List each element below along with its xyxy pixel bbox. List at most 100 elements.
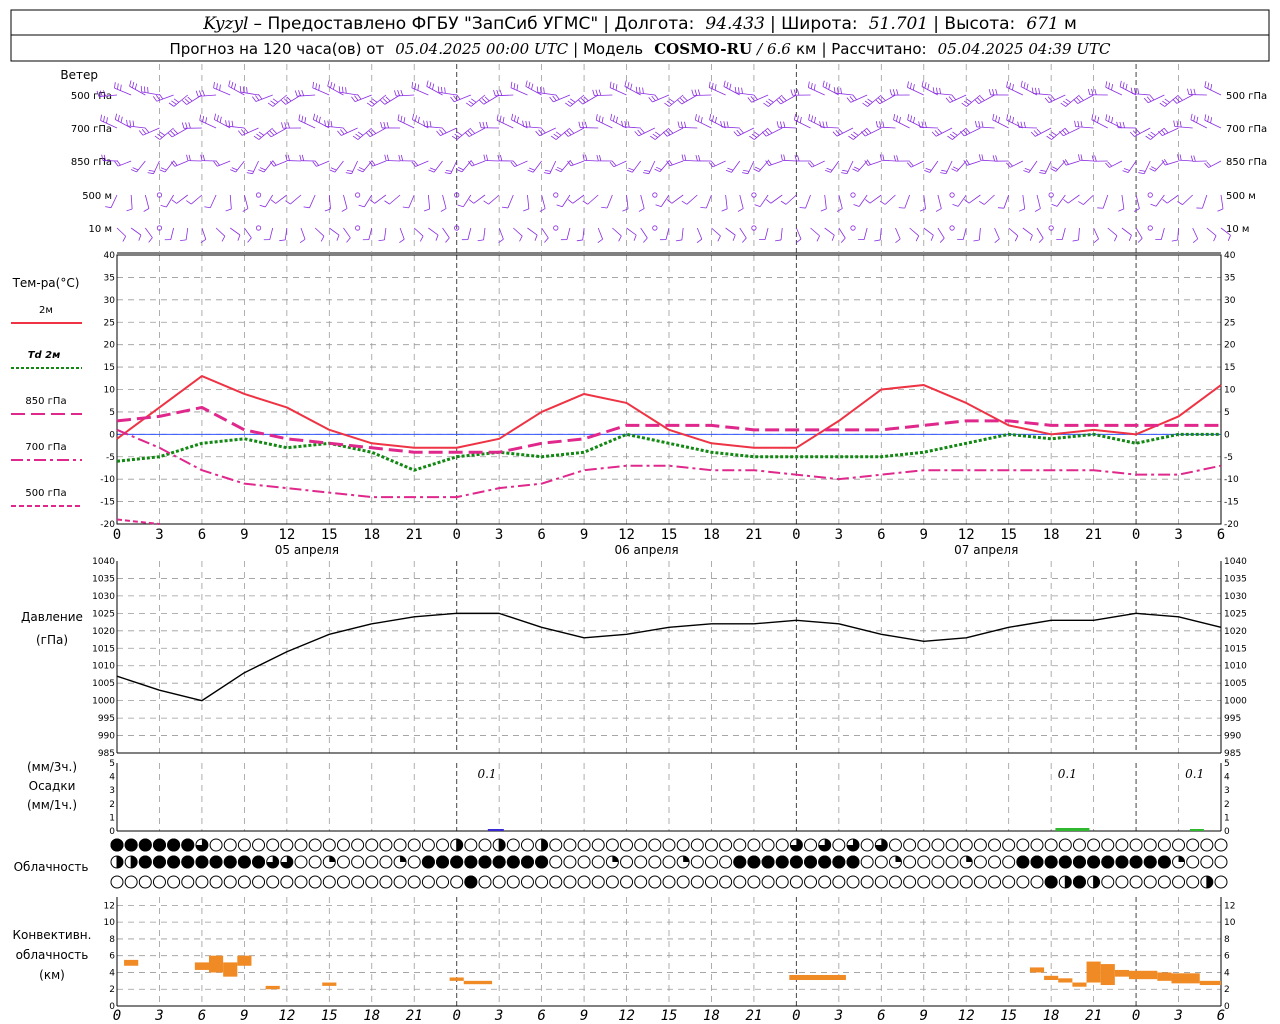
x-hour-label-bottom: 15 <box>1000 1008 1017 1024</box>
x-hour-label-bottom: 12 <box>958 1008 975 1024</box>
wind-barb <box>553 94 571 103</box>
wind-barb <box>582 94 599 105</box>
wind-barb-flag <box>173 160 178 166</box>
wind-barb <box>957 194 967 207</box>
wind-barb-flag <box>513 83 516 90</box>
wind-barb-flag <box>598 115 601 122</box>
precip-panel: 5 5 4 4 3 3 2 2 1 1 0 0 0.1 0.1 0.1 <box>109 759 1230 837</box>
wind-barb-flag <box>242 86 245 93</box>
wind-barb-flag <box>237 234 241 241</box>
cloud-symbol <box>322 875 336 889</box>
cloud-symbol <box>464 838 478 852</box>
y-tick-left: -15 <box>100 498 115 508</box>
wind-barb <box>397 119 415 129</box>
wind-barb-flag <box>779 121 783 128</box>
wind-barb-flag <box>566 130 572 136</box>
wind-barb-flag <box>822 121 825 128</box>
wind-barb-flag <box>1176 120 1179 127</box>
wind-barb-flag <box>797 155 800 162</box>
wind-barb-flag <box>243 127 249 133</box>
wind-barb <box>1036 227 1044 239</box>
x-hour-label-bottom: 15 <box>661 1008 678 1024</box>
cloud-symbol <box>931 838 945 852</box>
cloud-symbol <box>1115 875 1129 889</box>
wind-barb-flag <box>850 133 857 138</box>
wind-barb-flag <box>186 154 189 161</box>
wind-barb-flag <box>910 115 913 122</box>
wind-barb-flag <box>1048 133 1055 138</box>
wind-barb <box>1083 194 1094 205</box>
wind-barb-flag <box>648 97 653 103</box>
wind-barb-flag <box>436 130 441 136</box>
wind-barb-flag <box>499 89 503 96</box>
cloud-symbol-fill <box>138 855 152 869</box>
cloud-symbol <box>407 838 421 852</box>
wind-barb-flag <box>1122 170 1129 173</box>
wind-barb <box>606 194 613 209</box>
wind-barb-flag <box>807 162 813 168</box>
wind-barb-flag <box>281 100 286 105</box>
wind-barb-flag <box>544 169 551 172</box>
cloud-symbol <box>988 855 1002 869</box>
wind-barb <box>215 227 226 237</box>
wind-barb-flag <box>638 208 645 212</box>
wind-barb-flag <box>654 94 659 100</box>
x-hour-label: 12 <box>278 527 295 543</box>
wind-barb-flag <box>397 90 400 96</box>
wind-barb-flag <box>1210 83 1213 91</box>
wind-barb-flag <box>141 128 147 135</box>
cloud-symbol <box>365 855 379 869</box>
wind-barb-flag <box>338 86 341 93</box>
y-tick-left: 12 <box>104 901 115 911</box>
cloud-symbol <box>945 875 959 889</box>
cloud-symbol <box>959 875 973 889</box>
wind-barb-flag <box>842 169 849 172</box>
wind-barb <box>893 119 910 129</box>
wind-barb-flag <box>314 160 320 166</box>
wind-barb <box>153 160 160 174</box>
wind-barb-flag <box>813 116 816 123</box>
wind-barb <box>389 194 401 205</box>
wind-barb-flag <box>132 167 139 171</box>
wind-calm-mark <box>255 225 262 231</box>
wind-barb-flag <box>419 235 424 242</box>
wind-barb-flag <box>1161 159 1166 166</box>
wind-barb <box>624 86 641 96</box>
wind-barb-flag <box>312 161 317 167</box>
wind-barb-flag <box>1079 95 1084 101</box>
y-tick-right: 1005 <box>1224 679 1247 689</box>
wind-barb-flag <box>230 169 236 173</box>
convective-cloud-bar <box>1157 972 1172 981</box>
y-tick-right: 1 <box>1224 813 1230 823</box>
wind-barb-flag <box>615 116 618 123</box>
cloud-symbol <box>634 855 648 869</box>
wind-barb-flag <box>346 169 353 172</box>
wind-barb-flag <box>714 84 717 91</box>
wind-barb <box>525 86 542 96</box>
wind-barb-flag <box>846 97 852 103</box>
wind-barb-flag <box>299 238 306 244</box>
wind-barb <box>1109 160 1123 168</box>
wind-barb-flag <box>225 208 232 212</box>
wind-barb-flag <box>642 172 649 175</box>
cloud-symbol-fill <box>1093 876 1100 888</box>
wind-barb <box>1008 227 1019 237</box>
wind-barb-flag <box>813 84 816 91</box>
wind-barb-flag <box>1078 154 1081 161</box>
cloud-symbol-fill <box>280 856 293 868</box>
cloud-symbol <box>945 838 959 852</box>
wind-barb-flag <box>697 115 700 122</box>
wind-barb-flag <box>255 95 260 101</box>
wind-barb <box>877 126 896 129</box>
wind-barb <box>1182 194 1193 205</box>
y-tick-right: 3 <box>1224 786 1230 796</box>
convective-cloud-bar <box>789 974 846 981</box>
cloud-symbol <box>209 875 223 889</box>
wind-barb-flag <box>368 130 374 136</box>
cloud-symbol <box>1030 875 1044 889</box>
temp-series-5 <box>116 518 160 525</box>
x-hour-label: 18 <box>363 527 380 543</box>
y-tick-right: 40 <box>1224 251 1236 261</box>
wind-barb-flag <box>865 199 871 204</box>
cloud-symbol <box>973 855 987 869</box>
